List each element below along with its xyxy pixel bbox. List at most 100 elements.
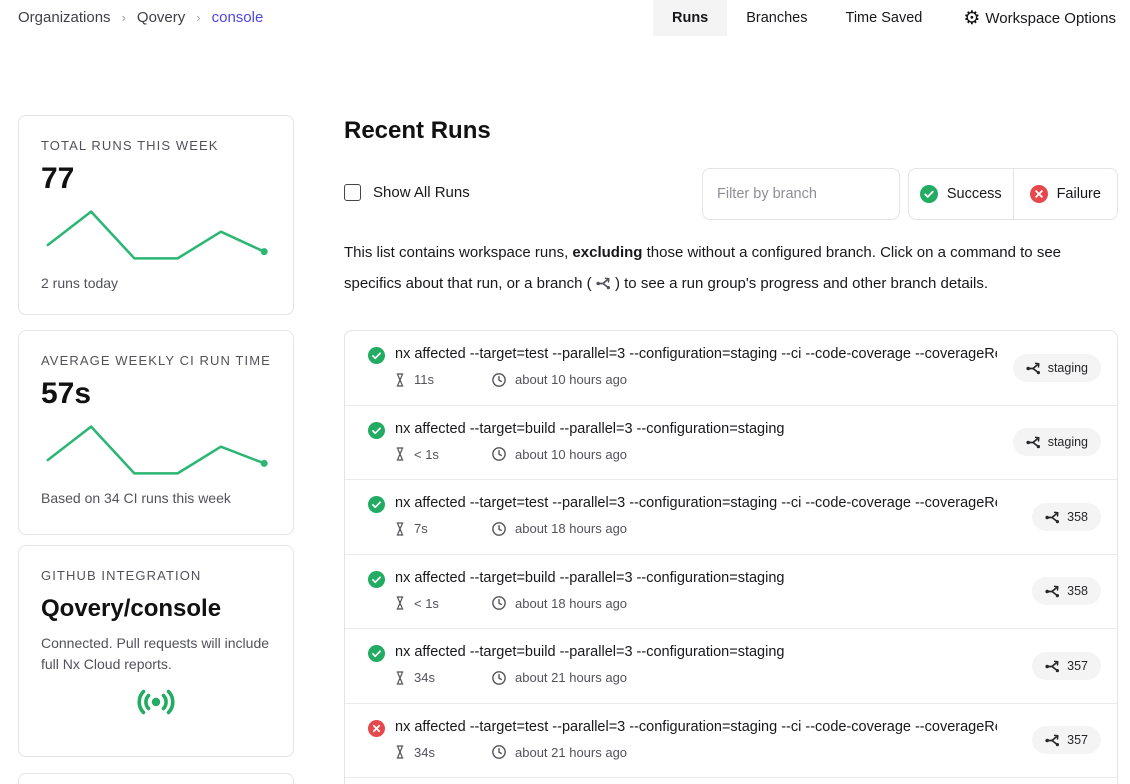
branch-badge-label: staging <box>1047 435 1088 450</box>
top-tabbar: Runs Branches Time Saved ⚙ Workspace Opt… <box>652 0 1116 36</box>
clock-icon <box>492 447 506 461</box>
show-all-runs-label: Show All Runs <box>373 184 470 201</box>
gear-icon: ⚙ <box>963 7 981 29</box>
run-success-icon <box>368 496 385 513</box>
run-meta: < 1s about 10 hours ago <box>395 447 997 462</box>
branch-icon <box>1025 362 1041 375</box>
workspace-options-button[interactable]: ⚙ Workspace Options <box>963 0 1116 36</box>
run-row[interactable]: nx affected --target=build --parallel=3 … <box>345 629 1117 704</box>
run-time-ago: about 18 hours ago <box>515 595 628 611</box>
card-avg-ci-time-caption: Based on 34 CI runs this week <box>41 490 231 506</box>
clock-icon <box>492 596 506 610</box>
run-row[interactable]: nx affected --target=build --parallel=3 … <box>345 406 1117 480</box>
success-filter-label: Success <box>946 186 1002 202</box>
success-filter-button[interactable]: Success <box>909 169 1013 219</box>
page-title: Recent Runs <box>344 117 491 144</box>
success-icon <box>919 185 938 203</box>
run-row[interactable]: nx affected --target=build --parallel=3 … <box>345 555 1117 629</box>
clock-icon <box>492 670 506 685</box>
run-command[interactable]: nx affected --target=build --parallel=3 … <box>395 420 785 437</box>
run-row[interactable]: nx affected --target=test --parallel=3 -… <box>345 480 1117 555</box>
run-success-icon <box>368 421 385 439</box>
failure-icon <box>1029 185 1048 203</box>
run-success-icon <box>368 570 385 588</box>
branch-badge-label: 358 <box>1067 584 1088 599</box>
workspace-options-label: Workspace Options <box>985 9 1116 27</box>
run-command[interactable]: nx affected --target=test --parallel=3 -… <box>395 346 997 362</box>
github-integration-label: GITHUB INTEGRATION <box>41 568 202 583</box>
card-total-runs-value: 77 <box>41 162 75 195</box>
run-time-ago: about 10 hours ago <box>515 446 628 462</box>
card-total-runs-caption: 2 runs today <box>41 275 119 291</box>
run-command[interactable]: nx affected --target=test --parallel=3 -… <box>395 718 997 735</box>
tab-branches[interactable]: Branches <box>746 10 808 26</box>
branch-badge[interactable]: 358 <box>1032 577 1101 606</box>
breadcrumb-separator: › <box>196 10 201 25</box>
branch-badge[interactable]: 357 <box>1032 726 1101 755</box>
run-time-ago: about 10 hours ago <box>515 372 628 387</box>
run-success-icon <box>368 645 385 662</box>
breadcrumb-qovery[interactable]: Qovery <box>136 9 186 26</box>
branch-badge-label: 357 <box>1067 733 1088 748</box>
branch-icon <box>1025 436 1041 450</box>
card-partial-bottom <box>18 773 294 784</box>
breadcrumb-organizations[interactable]: Organizations <box>18 9 111 26</box>
branch-badge[interactable]: staging <box>1012 428 1101 457</box>
hourglass-icon <box>396 447 404 461</box>
show-all-runs-control[interactable]: Show All Runs <box>344 184 470 201</box>
run-command[interactable]: nx affected --target=test --parallel=3 -… <box>395 495 997 511</box>
run-command[interactable]: nx affected --target=build --parallel=3 … <box>395 569 785 586</box>
branch-badge-label: 357 <box>1067 658 1088 673</box>
run-duration: < 1s <box>414 595 439 611</box>
clock-icon <box>492 372 506 387</box>
hourglass-icon <box>396 596 404 610</box>
card-avg-ci-time-value: 57s <box>41 377 92 410</box>
breadcrumb-console[interactable]: console <box>211 9 264 26</box>
run-meta: 11s about 10 hours ago <box>395 372 997 387</box>
description-bold: excluding <box>572 244 643 261</box>
tab-time-saved[interactable]: Time Saved <box>845 10 923 26</box>
run-row[interactable]: nx affected --target=test --parallel=3 -… <box>345 331 1117 406</box>
run-duration: 7s <box>414 521 428 536</box>
breadcrumb: Organizations › Qovery › console <box>18 9 263 26</box>
card-avg-ci-time: AVERAGE WEEKLY CI RUN TIME 57s Based on … <box>18 330 294 535</box>
hourglass-icon <box>396 372 404 387</box>
filter-by-branch-input[interactable] <box>702 168 900 220</box>
broadcast-icon <box>137 689 175 715</box>
card-github-integration: GITHUB INTEGRATION Qovery/console Connec… <box>18 545 294 757</box>
branch-icon <box>1045 734 1060 748</box>
branch-icon <box>1045 660 1060 673</box>
hourglass-icon <box>396 670 404 685</box>
run-row[interactable]: nx affected --target=test --parallel=3 -… <box>345 704 1117 778</box>
failure-filter-button[interactable]: Failure <box>1012 169 1118 219</box>
avg-ci-time-sparkline <box>46 425 268 475</box>
run-duration: 11s <box>414 372 434 387</box>
branch-badge-label: staging <box>1047 360 1088 375</box>
run-meta: 34s about 21 hours ago <box>395 745 997 760</box>
clock-icon <box>492 745 506 759</box>
hourglass-icon <box>396 745 404 759</box>
run-list-description: This list contains workspace runs, exclu… <box>344 244 1062 292</box>
show-all-runs-checkbox[interactable] <box>344 184 361 201</box>
run-duration: < 1s <box>414 446 439 462</box>
branch-badge[interactable]: staging <box>1012 353 1101 382</box>
hourglass-icon <box>396 521 404 536</box>
tab-runs[interactable]: Runs <box>652 0 728 36</box>
run-success-icon <box>368 347 385 364</box>
branch-badge[interactable]: 357 <box>1032 651 1101 680</box>
card-avg-ci-time-label: AVERAGE WEEKLY CI RUN TIME <box>41 353 271 368</box>
github-repo-name: Qovery/console <box>41 595 222 622</box>
run-duration: 34s <box>414 744 435 760</box>
branch-icon <box>1045 585 1060 599</box>
card-total-runs: TOTAL RUNS THIS WEEK 77 2 runs today <box>18 115 294 315</box>
branch-icon <box>595 277 611 291</box>
run-command[interactable]: nx affected --target=build --parallel=3 … <box>395 644 785 660</box>
run-time-ago: about 18 hours ago <box>515 521 628 536</box>
branch-badge[interactable]: 358 <box>1032 502 1101 531</box>
failure-filter-label: Failure <box>1056 186 1101 202</box>
clock-icon <box>492 521 506 536</box>
run-time-ago: about 21 hours ago <box>515 744 628 760</box>
run-meta: 7s about 18 hours ago <box>395 521 997 536</box>
recent-runs-list: nx affected --target=test --parallel=3 -… <box>344 330 1118 784</box>
